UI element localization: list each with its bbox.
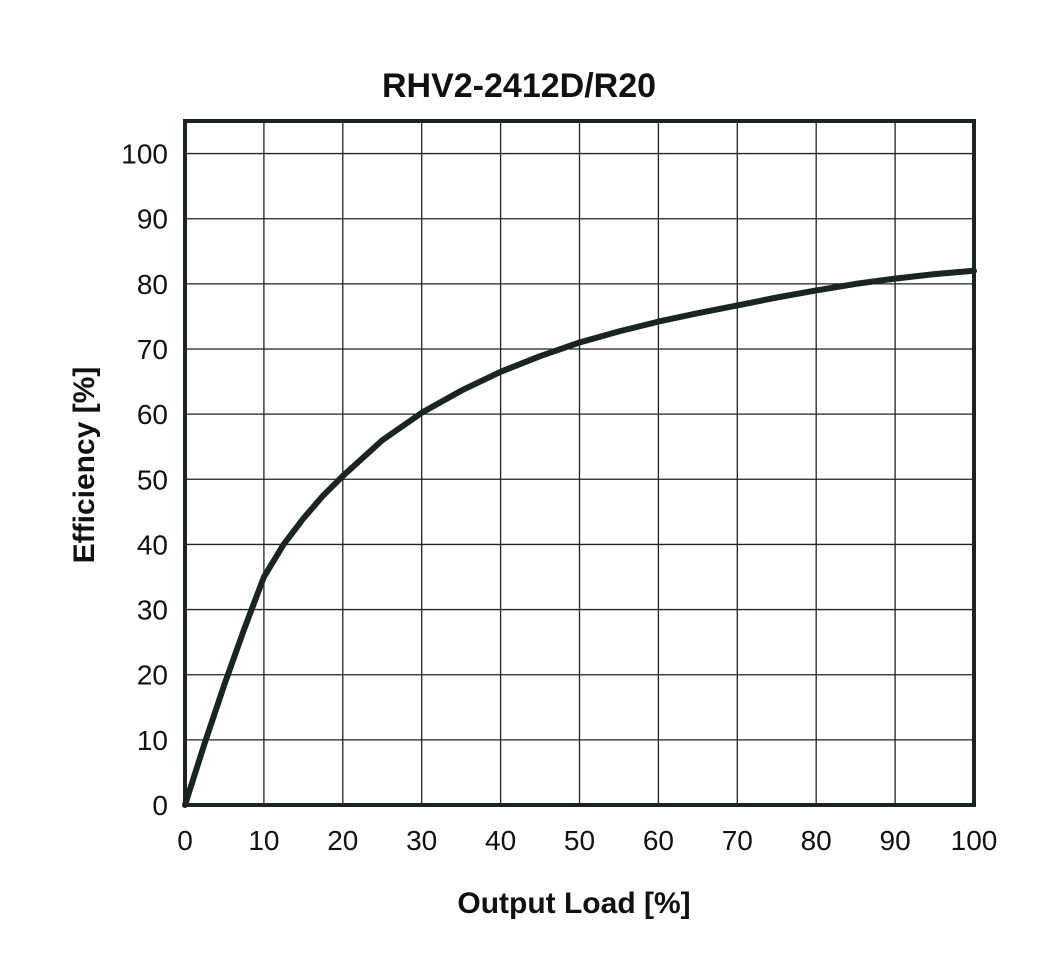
x-tick-label: 40: [485, 825, 516, 856]
y-tick-label: 90: [137, 204, 168, 235]
y-tick-label: 30: [137, 595, 168, 626]
x-tick-labels: 0 10 20 30 40 50 60 70 80 90 100: [177, 825, 997, 856]
y-tick-label: 60: [137, 399, 168, 430]
y-tick-label: 80: [137, 269, 168, 300]
y-tick-label: 40: [137, 529, 168, 560]
x-tick-label: 100: [951, 825, 998, 856]
x-axis-label: Output Load [%]: [457, 887, 690, 920]
y-tick-label: 70: [137, 334, 168, 365]
y-tick-label: 50: [137, 464, 168, 495]
x-tick-label: 20: [327, 825, 358, 856]
grid: [185, 121, 974, 805]
x-tick-label: 60: [643, 825, 674, 856]
y-tick-label: 0: [152, 790, 168, 821]
x-tick-label: 90: [880, 825, 911, 856]
y-tick-label: 10: [137, 725, 168, 756]
y-axis-label: Efficiency [%]: [68, 367, 101, 564]
efficiency-curve: [182, 267, 977, 808]
x-tick-label: 70: [722, 825, 753, 856]
x-tick-label: 0: [177, 825, 193, 856]
x-tick-label: 30: [406, 825, 437, 856]
plot-frame: [183, 119, 976, 807]
y-tick-label: 20: [137, 660, 168, 691]
x-tick-label: 80: [801, 825, 832, 856]
chart-title: RHV2-2412D/R20: [382, 67, 656, 105]
x-tick-label: 50: [564, 825, 595, 856]
x-tick-label: 10: [248, 825, 279, 856]
y-tick-labels: 0 10 20 30 40 50 60 70 80 90 100: [121, 139, 168, 821]
y-tick-label: 100: [121, 139, 168, 170]
